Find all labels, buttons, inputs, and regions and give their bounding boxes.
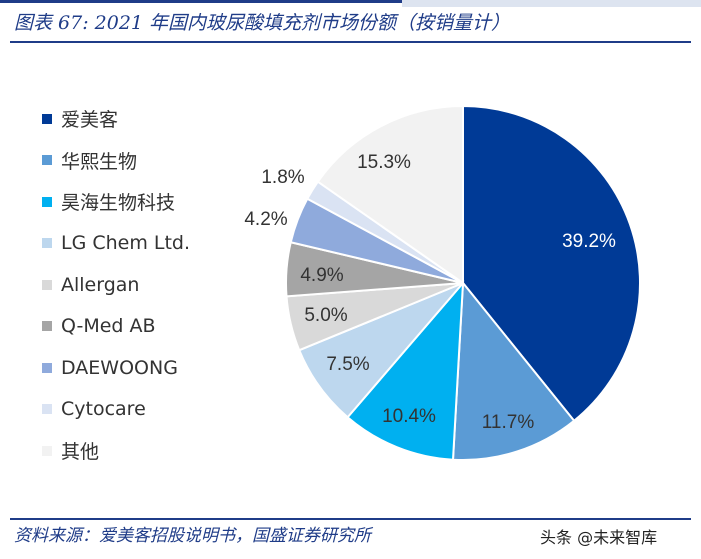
data-label: 5.0% <box>304 305 347 326</box>
legend-swatch <box>42 196 52 207</box>
legend-item: Q-Med AB <box>42 306 242 348</box>
data-label: 7.5% <box>326 354 369 375</box>
data-label: 10.4% <box>382 406 436 427</box>
legend-item: Allergan <box>42 264 242 306</box>
watermark: 头条 @未来智库 <box>540 528 658 547</box>
data-label: 4.2% <box>244 209 287 230</box>
legend-label: LG Chem Ltd. <box>61 232 191 255</box>
legend-label: 华熙生物 <box>61 150 138 173</box>
legend-item: LG Chem Ltd. <box>42 223 242 265</box>
pie-slice <box>316 104 464 285</box>
source-note: 资料来源：爱美客招股说明书，国盛证券研究所 <box>14 526 371 546</box>
data-label: 15.3% <box>357 152 411 173</box>
pie-slice <box>462 104 641 423</box>
legend-swatch <box>42 279 52 290</box>
legend-swatch <box>42 362 52 373</box>
legend-item: 其他 <box>42 430 242 472</box>
title-divider <box>10 41 691 43</box>
legend-item: DAEWOONG <box>42 347 242 389</box>
legend-label: 昊海生物科技 <box>61 192 176 215</box>
pie-slice <box>346 280 465 461</box>
data-label: 1.8% <box>261 167 304 188</box>
legend-item: 昊海生物科技 <box>42 181 242 223</box>
legend-label: Q-Med AB <box>61 315 156 338</box>
data-label: 39.2% <box>562 231 616 252</box>
figure-title: 图表 67: 2021 年国内玻尿酸填充剂市场份额（按销量计） <box>14 12 511 34</box>
legend-swatch <box>42 404 52 415</box>
legend-label: 其他 <box>61 441 100 464</box>
legend-item: Cytocare <box>42 389 242 431</box>
legend-label: DAEWOONG <box>61 356 178 379</box>
legend-swatch <box>42 445 52 456</box>
legend-swatch <box>42 113 52 124</box>
legend-item: 爱美客 <box>42 98 242 140</box>
legend-swatch <box>42 238 52 249</box>
pie-slice <box>451 280 576 461</box>
legend-label: Cytocare <box>61 398 146 421</box>
legend-label: 爱美客 <box>61 109 119 132</box>
data-label: 11.7% <box>482 412 535 433</box>
top-accent-bar <box>0 0 701 3</box>
bottom-divider <box>10 518 691 520</box>
legend-label: Allergan <box>61 273 140 296</box>
legend-swatch <box>42 155 52 166</box>
legend-swatch <box>42 321 52 332</box>
top-accent-bar-right <box>402 0 701 7</box>
data-label: 4.9% <box>300 265 343 286</box>
chart-legend: 爱美客华熙生物昊海生物科技 LG Chem Ltd. Allergan Q-Med A… <box>42 98 242 472</box>
legend-item: 华熙生物 <box>42 140 242 182</box>
